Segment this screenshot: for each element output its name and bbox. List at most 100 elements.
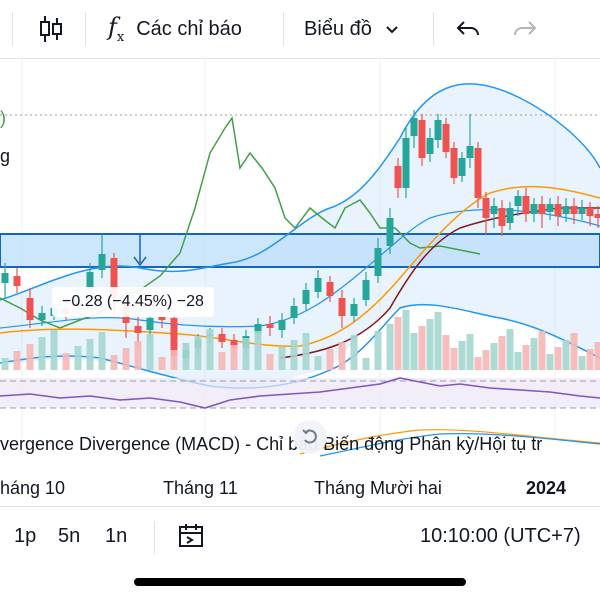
candle-body (587, 208, 594, 216)
candle-body (507, 208, 514, 223)
toolbar-divider (12, 12, 13, 46)
candle-body (411, 118, 418, 136)
volume-bar (315, 356, 322, 370)
volume-bar (571, 333, 578, 370)
volume-bar (159, 357, 166, 370)
candle-body (2, 273, 9, 283)
toolbar-divider (433, 12, 434, 46)
volume-bar (207, 329, 214, 370)
indicators-label: Các chỉ báo (136, 18, 242, 41)
candle-body (555, 204, 562, 216)
highlight-zone (0, 234, 600, 267)
price-change-label: −0.28 (−4.45%) −28 (52, 287, 214, 317)
volume-bar (39, 337, 46, 370)
candle-body (339, 298, 346, 316)
candle-body (403, 138, 410, 188)
top-toolbar: fx Các chỉ báo Biểu đồ (0, 0, 600, 59)
interval-5n-button[interactable]: 5n (58, 525, 80, 548)
candle-body (499, 208, 506, 226)
clock-timezone[interactable]: 10:10:00 (UTC+7) (420, 525, 581, 548)
volume-bar (243, 338, 250, 370)
price-chart[interactable] (0, 58, 600, 458)
candle-body (39, 313, 46, 320)
chevron-down-icon (384, 21, 400, 37)
volume-bar (147, 334, 154, 370)
interval-1n-button[interactable]: 1n (105, 525, 127, 548)
volume-bar (219, 352, 226, 370)
volume-bar (363, 358, 370, 370)
candle-body (491, 206, 498, 214)
candle-body (443, 124, 450, 152)
macd-title-text: vergence Divergence (MACD) - Chỉ báo Biế… (0, 434, 542, 454)
volume-bar (387, 324, 394, 370)
volume-bar (515, 352, 522, 370)
volume-bar (403, 310, 410, 370)
volume-bar (111, 355, 118, 370)
toolbar-divider (283, 12, 284, 46)
candle-body (387, 218, 394, 246)
candle-body (303, 290, 310, 304)
volume-bar (99, 332, 106, 370)
volume-bar (135, 341, 142, 370)
volume-bar (27, 344, 34, 370)
redo-icon[interactable] (512, 0, 538, 58)
bottom-divider (154, 521, 155, 555)
volume-bar (2, 358, 9, 370)
undo-icon[interactable] (455, 0, 481, 58)
chart-area[interactable]: ) g (0, 58, 600, 458)
candle-body (483, 198, 490, 218)
volume-bar (483, 350, 490, 370)
indicators-button[interactable]: fx Các chỉ báo (108, 0, 242, 58)
candle-body (147, 318, 154, 330)
candle-body (579, 208, 586, 214)
volume-bar (123, 348, 130, 370)
volume-bar (587, 349, 594, 370)
candle-body (539, 204, 546, 214)
bottom-bar: 1p 5n 1n 10:10:00 (UTC+7) (0, 506, 600, 601)
candle-body (467, 146, 474, 158)
candle-body (291, 306, 298, 318)
volume-bar (547, 354, 554, 370)
fx-icon: fx (108, 13, 124, 45)
volume-bar (51, 330, 58, 370)
volume-bar (475, 357, 482, 370)
home-indicator (134, 578, 466, 586)
volume-bar (255, 331, 262, 370)
volume-bar (531, 338, 538, 370)
interval-1p-button[interactable]: 1p (14, 525, 36, 548)
candles-icon[interactable] (36, 0, 66, 58)
volume-bar (327, 349, 334, 370)
chart-type-label: Biểu đồ (304, 18, 372, 41)
volume-bar (419, 326, 426, 370)
candle-body (27, 298, 34, 320)
volume-bar (491, 343, 498, 370)
time-axis-label: Tháng Mười hai (314, 478, 442, 499)
volume-bar (539, 331, 546, 370)
volume-bar (375, 331, 382, 370)
toolbar-divider (85, 12, 86, 46)
volume-bar (411, 333, 418, 370)
price-change-text: −0.28 (−4.45%) −28 (62, 293, 204, 311)
reset-icon[interactable] (293, 420, 327, 454)
candle-body (523, 196, 530, 214)
candle-body (427, 138, 434, 154)
volume-bar (555, 347, 562, 370)
volume-bar (427, 319, 434, 370)
volume-bar (595, 342, 600, 370)
goto-date-icon[interactable] (178, 523, 206, 555)
volume-bar (171, 350, 178, 370)
volume-bar (63, 353, 70, 370)
volume-bar (507, 329, 514, 370)
time-axis-label: háng 10 (0, 478, 65, 499)
candle-body (363, 280, 370, 300)
volume-bar (231, 345, 238, 370)
volume-bar (467, 334, 474, 370)
legend-fragment-2: g (0, 146, 10, 167)
candle-body (315, 278, 322, 292)
chart-type-button[interactable]: Biểu đồ (304, 0, 400, 58)
time-axis-label: 2024 (526, 478, 566, 499)
volume-bar (499, 336, 506, 370)
volume-bar (14, 351, 21, 370)
volume-bar (75, 346, 82, 370)
candle-body (435, 120, 442, 140)
